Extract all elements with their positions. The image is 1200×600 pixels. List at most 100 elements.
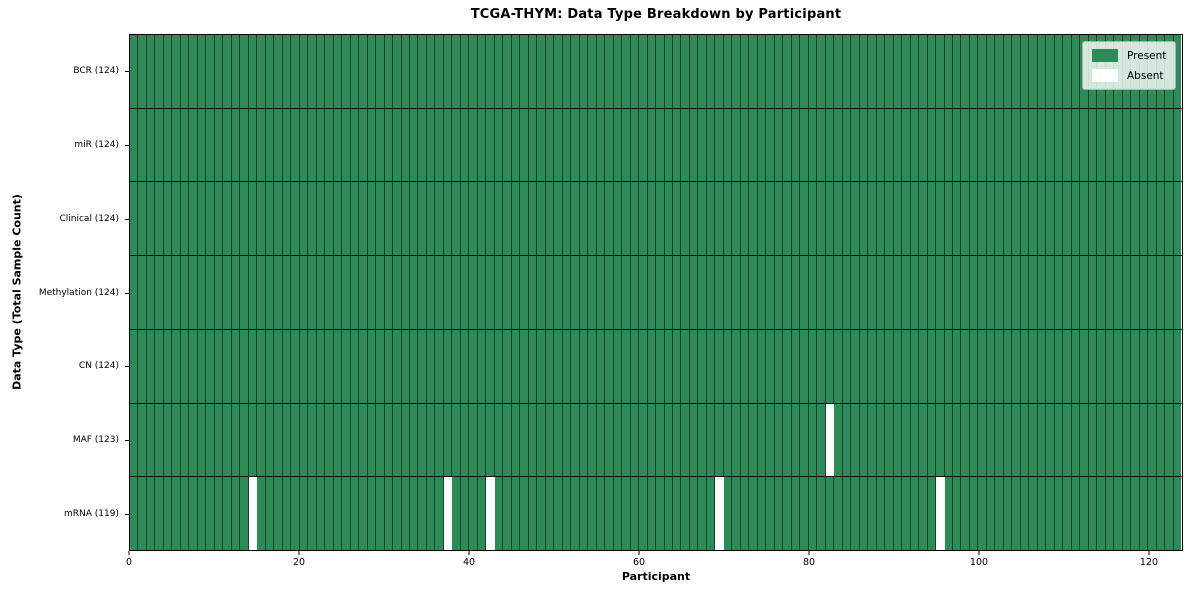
heatmap-cell [808, 329, 818, 403]
heatmap-cell [291, 403, 300, 477]
heatmap-cell [206, 477, 215, 551]
heatmap-cell [647, 182, 657, 256]
heatmap-cell [257, 403, 266, 477]
heatmap-cell [265, 477, 275, 551]
heatmap-cell [698, 256, 707, 329]
heatmap-cell [944, 477, 953, 551]
heatmap-cell [257, 182, 266, 256]
heatmap-cell [146, 182, 156, 256]
heatmap-cell [401, 35, 410, 108]
heatmap-cell [1105, 329, 1115, 403]
heatmap-cell [859, 182, 869, 256]
heatmap-cell [460, 256, 470, 329]
heatmap-cell [639, 35, 648, 108]
legend-item-absent: Absent [1092, 69, 1166, 82]
heatmap-cell [622, 35, 631, 108]
heatmap-cell [376, 403, 385, 477]
heatmap-cell [325, 182, 334, 256]
heatmap-cell [282, 108, 292, 182]
heatmap-cell [231, 403, 241, 477]
heatmap-cell [155, 477, 164, 551]
plot-area [129, 34, 1183, 551]
heatmap-cell [885, 35, 894, 108]
heatmap-cell [308, 35, 317, 108]
heatmap-cell [562, 35, 572, 108]
heatmap-cell [554, 35, 563, 108]
heatmap-cell [1165, 182, 1174, 256]
heatmap-cell [885, 477, 894, 551]
heatmap-cell [333, 108, 343, 182]
heatmap-cell [435, 477, 444, 551]
heatmap-cell [834, 182, 843, 256]
heatmap-cell [689, 35, 699, 108]
heatmap-cell [1156, 329, 1166, 403]
heatmap-cell [936, 403, 945, 477]
heatmap-cell [537, 182, 546, 256]
heatmap-cell [274, 35, 283, 108]
heatmap-cell [469, 35, 478, 108]
heatmap-cell [774, 35, 784, 108]
heatmap-cell [163, 108, 173, 182]
heatmap-cell [1012, 182, 1021, 256]
heatmap-cell [1012, 477, 1021, 551]
heatmap-cell [952, 329, 962, 403]
heatmap-cell [596, 477, 606, 551]
heatmap-cell [706, 329, 716, 403]
heatmap-cell [588, 182, 597, 256]
heatmap-cell [503, 256, 512, 329]
heatmap-cell [868, 329, 877, 403]
heatmap-cell [138, 477, 147, 551]
heatmap-cell [910, 35, 920, 108]
heatmap-cell [206, 108, 215, 182]
heatmap-cell [426, 477, 436, 551]
heatmap-cell [393, 35, 402, 108]
heatmap-cell [1122, 108, 1132, 182]
heatmap-cell [800, 35, 809, 108]
heatmap-cell [927, 182, 937, 256]
heatmap-cell [1003, 108, 1013, 182]
heatmap-cell [622, 256, 631, 329]
heatmap-cell [359, 108, 368, 182]
heatmap-cell [766, 329, 775, 403]
heatmap-cell [325, 256, 334, 329]
heatmap-cell [511, 35, 521, 108]
heatmap-cell [783, 329, 792, 403]
heatmap-cell [359, 35, 368, 108]
heatmap-cell [825, 35, 835, 108]
heatmap-cell [936, 256, 945, 329]
heatmap-cell [435, 35, 444, 108]
heatmap-cell [197, 182, 207, 256]
heatmap-cell [1020, 477, 1030, 551]
heatmap-cell [401, 329, 410, 403]
heatmap-cell [240, 108, 249, 182]
heatmap-cell [316, 403, 326, 477]
heatmap-cell [520, 477, 529, 551]
heatmap-cell [639, 108, 648, 182]
heatmap-cell [961, 35, 970, 108]
heatmap-cell [511, 108, 521, 182]
heatmap-cell [774, 403, 784, 477]
heatmap-cell [596, 108, 606, 182]
heatmap-cell [274, 108, 283, 182]
heatmap-cell [706, 182, 716, 256]
heatmap-cell [231, 477, 241, 551]
heatmap-cell [757, 256, 767, 329]
heatmap-row-maf [130, 403, 1182, 478]
heatmap-cell [1088, 108, 1098, 182]
heatmap-cell [537, 329, 546, 403]
heatmap-cell [130, 108, 139, 182]
heatmap-cell [893, 403, 903, 477]
heatmap-cell [630, 182, 640, 256]
heatmap-cell [986, 403, 996, 477]
heatmap-cell [1037, 35, 1047, 108]
y-tick-mark [125, 366, 129, 368]
heatmap-cell [800, 182, 809, 256]
x-tick-label: 0 [125, 557, 133, 568]
heatmap-cell [740, 256, 750, 329]
heatmap-cell [460, 477, 470, 551]
heatmap-cell [1080, 477, 1089, 551]
heatmap-cell [893, 256, 903, 329]
heatmap-cell [706, 477, 716, 551]
heatmap-cell [791, 182, 801, 256]
heatmap-cell [766, 35, 775, 108]
